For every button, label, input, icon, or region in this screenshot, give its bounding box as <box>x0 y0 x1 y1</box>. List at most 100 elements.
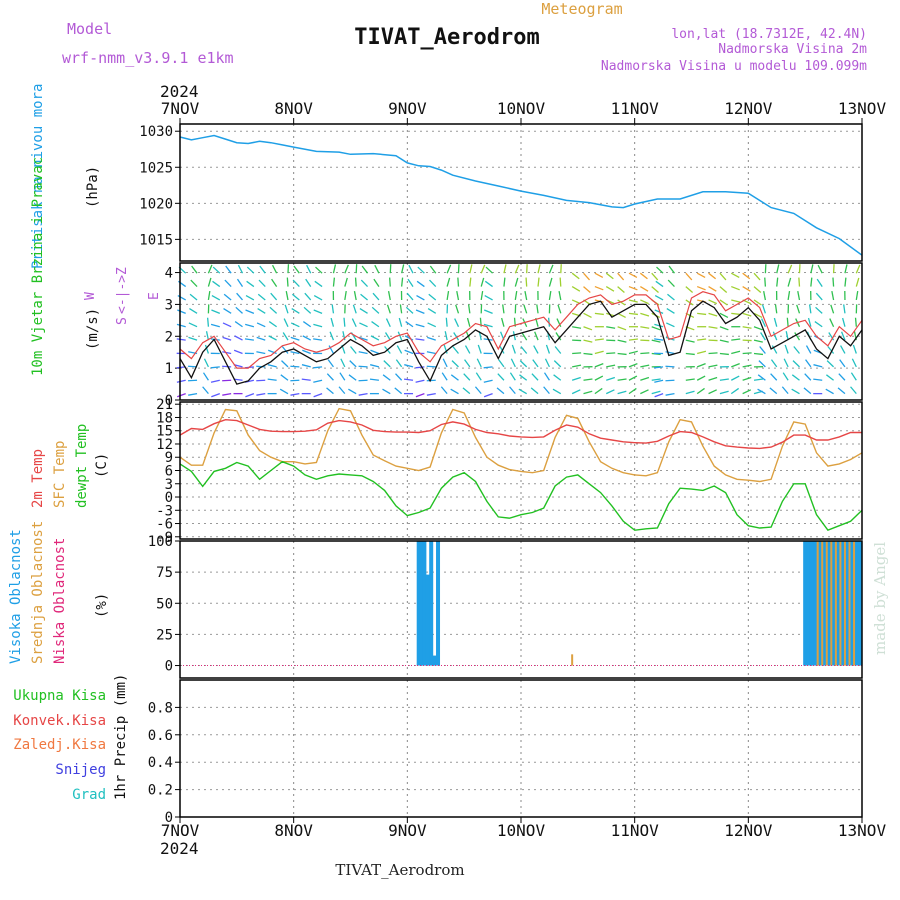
cloud-bar <box>419 541 424 666</box>
wind-arrow <box>785 331 789 341</box>
wind-arrow <box>639 272 648 280</box>
wind-arrow <box>211 295 221 301</box>
wind-arrow <box>267 349 277 355</box>
wind-arrow <box>606 326 616 329</box>
y-tick-label: 0.6 <box>148 728 173 744</box>
wind-arrow <box>417 266 425 274</box>
cloud-bar <box>827 541 832 666</box>
wind-arrow <box>395 373 403 381</box>
x-tick-label-top: 11NOV <box>611 99 660 118</box>
wind-arrow <box>387 290 391 301</box>
wind-arrow <box>502 304 505 314</box>
wind-arrow <box>350 346 357 354</box>
wind-arrow <box>537 277 540 287</box>
wind-compass: Z W E S <-|-> <box>83 267 162 325</box>
wind-arrow <box>791 374 800 381</box>
y-tick-label: 4 <box>165 266 173 282</box>
wind-arrow <box>514 290 518 301</box>
wind-arrow <box>290 392 300 396</box>
wind-arrow <box>332 277 336 287</box>
wind-arrow <box>222 336 232 341</box>
wind-arrow <box>456 290 460 301</box>
wind-arrow <box>382 388 391 395</box>
wind-arrow <box>685 378 695 381</box>
cloud-bar <box>806 541 811 666</box>
wind-arrow <box>313 338 323 341</box>
page-title: TIVAT_Aerodrom <box>354 25 539 50</box>
compass-south-label: S <box>115 317 130 325</box>
wind-arrow <box>519 374 528 381</box>
wind-arrow <box>548 277 553 287</box>
cloud-bar <box>831 541 836 666</box>
wind-arrow <box>731 285 740 291</box>
wind-arrow <box>742 326 752 329</box>
wind-arrow <box>446 277 451 287</box>
wind-arrow <box>667 279 675 288</box>
wind-arrow <box>640 286 649 292</box>
wind-arrow <box>774 304 778 314</box>
wind-arrow <box>594 338 604 341</box>
wind-arrow <box>467 304 471 314</box>
wind-arrow <box>628 387 637 395</box>
wind-arrow <box>697 350 707 355</box>
wind-arrow <box>583 312 592 319</box>
wind-arrow <box>207 277 212 287</box>
wind-arrow <box>210 366 220 369</box>
cloud-bar <box>436 541 441 666</box>
cloud-bar <box>845 541 850 666</box>
x-tick-label-top: 8NOV <box>274 99 313 118</box>
wind-arrow <box>397 331 403 341</box>
wind-arrow <box>512 331 516 341</box>
wind-arrow <box>666 322 675 328</box>
wind-arrow <box>360 279 369 288</box>
wind-arrow <box>708 326 718 329</box>
wind-arrow <box>787 264 793 274</box>
wind-arrow <box>446 290 450 301</box>
wind-arrow <box>245 323 255 328</box>
wind-arrow <box>708 272 717 280</box>
wind-arrow <box>553 374 562 381</box>
wind-arrow <box>808 304 812 314</box>
y-tick-label: 1030 <box>139 124 173 140</box>
y-tick-label: 0 <box>165 810 173 826</box>
wind-arrow <box>548 290 552 301</box>
wind-arrow <box>719 299 728 306</box>
wind-arrow <box>313 366 323 369</box>
cloud-bar <box>843 541 846 666</box>
precip-unit: 1hr Precip (mm) <box>113 674 129 800</box>
wind-arrow <box>480 277 485 287</box>
y-tick-label: 75 <box>156 565 173 581</box>
legend-grad: Grad <box>72 787 106 803</box>
wind-arrow <box>301 364 311 368</box>
wind-arrow <box>457 277 460 287</box>
compass-north-label: Z <box>115 267 130 275</box>
wind-arrow <box>455 304 460 314</box>
wind-arrow <box>855 264 861 274</box>
wind-arrow <box>429 279 437 288</box>
wind-arrow <box>606 352 616 355</box>
wind-arrow <box>285 290 289 301</box>
wind-arrow <box>281 346 289 354</box>
wind-arrow <box>270 292 278 301</box>
wind-arrow <box>742 352 752 355</box>
wind-arrow <box>314 280 323 288</box>
wind-arrow <box>742 376 752 381</box>
wind-arrow <box>499 345 505 354</box>
y-tick-label: 21 <box>156 397 173 413</box>
wind-arrow <box>396 345 403 354</box>
wind-arrow <box>306 264 312 274</box>
y-tick-label: 1025 <box>139 160 173 176</box>
model-altitude-info: Nadmorska Visina u modelu 109.099m <box>601 59 867 74</box>
wind-arrow <box>443 344 448 354</box>
wind-arrow <box>841 317 846 327</box>
wind-arrow <box>731 363 740 368</box>
wind-arrow <box>302 335 312 341</box>
wind-arrow <box>753 299 762 306</box>
wind-arrow <box>594 387 603 395</box>
wind-arrow <box>763 290 767 301</box>
wind-arrow <box>483 366 493 369</box>
wind-arrow <box>207 264 213 274</box>
wind-arrow <box>651 286 659 293</box>
wind-arrow <box>303 306 312 314</box>
